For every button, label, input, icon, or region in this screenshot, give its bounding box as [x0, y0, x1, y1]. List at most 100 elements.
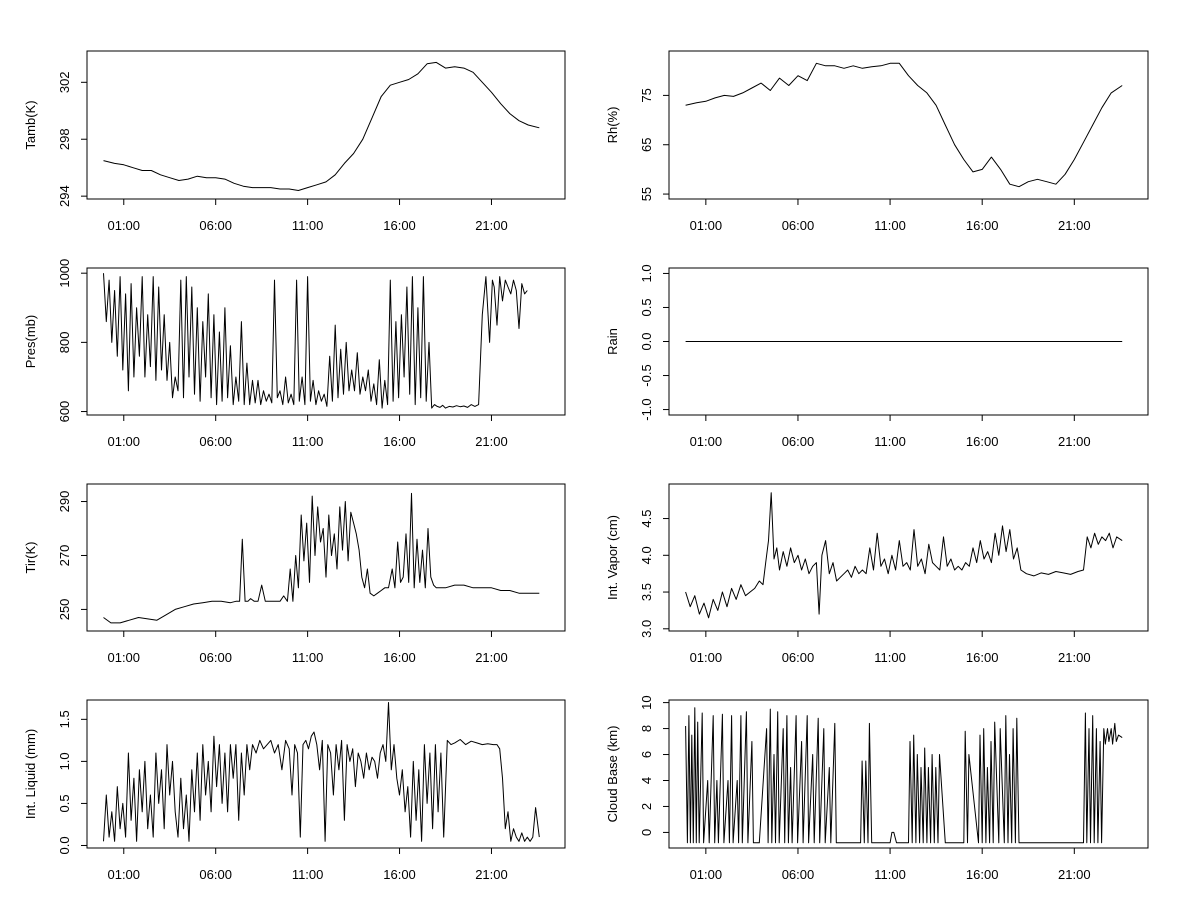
y-axis-label: Rain [605, 328, 620, 355]
panel-7: 01:00 06:00 11:00 16:00 21:00 0.0 0.5 1.0 1.5 Int… [23, 699, 566, 882]
x-tick-label: 16:00 [966, 867, 999, 882]
y-tick-label: 1.0 [57, 752, 72, 770]
y-tick-label: 2 [639, 803, 654, 810]
y-tick-label: 0.5 [639, 298, 654, 316]
x-tick-label: 11:00 [874, 434, 906, 449]
x-tick-label: 01:00 [690, 434, 723, 449]
x-tick-label: 01:00 [107, 434, 140, 449]
series-line [685, 707, 1123, 844]
y-tick-label: 10 [639, 695, 654, 709]
x-tick-label: 01:00 [107, 218, 140, 233]
x-tick-label: 11:00 [292, 650, 324, 665]
x-tick-label: 06:00 [782, 434, 815, 449]
panel-5: 01:00 06:00 11:00 16:00 21:00 250 270 290 Tir(K) [23, 483, 566, 665]
y-tick-label: 298 [57, 128, 72, 150]
x-tick-label: 11:00 [292, 218, 324, 233]
panel-8: 01:00 06:00 11:00 16:00 21:00 0 2 4 6 8 10 Cloud Ba… [605, 695, 1149, 882]
x-tick-label: 16:00 [383, 650, 416, 665]
plot-frame [86, 267, 566, 416]
y-axis-label: Tamb(K) [23, 100, 38, 149]
y-tick-label: 55 [639, 187, 654, 201]
x-tick-label: 06:00 [782, 867, 815, 882]
panel-3: 01:00 06:00 11:00 16:00 21:00 600 800 1000 Pres(… [23, 259, 566, 449]
plot-frame [86, 50, 566, 200]
x-tick-label: 21:00 [1058, 218, 1091, 233]
plot-frame [86, 699, 566, 849]
x-tick-label: 06:00 [199, 218, 232, 233]
y-tick-label: 302 [57, 71, 72, 93]
y-tick-label: 800 [57, 332, 72, 354]
plot-frame [668, 50, 1149, 200]
x-tick-label: 06:00 [782, 650, 815, 665]
x-tick-label: 21:00 [1058, 650, 1091, 665]
y-tick-label: 294 [57, 185, 72, 207]
x-tick-label: 21:00 [475, 867, 508, 882]
series-line [685, 492, 1123, 619]
x-tick-label: 11:00 [292, 434, 324, 449]
y-axis-label: Pres(mb) [23, 315, 38, 368]
y-tick-label: 1000 [57, 259, 72, 288]
y-tick-label: 6 [639, 751, 654, 758]
panel-4: 01:00 06:00 11:00 16:00 21:00 -1.0 -0.5 0.0 0.5 1… [605, 264, 1149, 449]
y-tick-label: 75 [639, 88, 654, 102]
y-tick-label: 4 [639, 777, 654, 784]
y-axis-label: Cloud Base (km) [605, 726, 620, 823]
x-tick-label: 11:00 [292, 867, 324, 882]
x-tick-label: 01:00 [107, 867, 140, 882]
y-tick-label: 0.5 [57, 794, 72, 812]
x-tick-label: 06:00 [199, 650, 232, 665]
x-tick-label: 21:00 [475, 434, 508, 449]
x-tick-label: 06:00 [199, 434, 232, 449]
y-axis-label: Tir(K) [23, 541, 38, 573]
x-tick-label: 21:00 [475, 650, 508, 665]
y-tick-label: 600 [57, 401, 72, 423]
panel-6: 01:00 06:00 11:00 16:00 21:00 3.0 3.5 4.0 4.5 Int… [605, 483, 1149, 665]
y-tick-label: 0.0 [639, 332, 654, 350]
y-tick-label: 0 [639, 829, 654, 836]
y-tick-label: 4.0 [639, 546, 654, 564]
x-tick-label: 06:00 [199, 867, 232, 882]
y-tick-label: 3.0 [639, 620, 654, 638]
plot-frame [668, 699, 1149, 849]
y-tick-label: 290 [57, 491, 72, 513]
panel-2: 01:00 06:00 11:00 16:00 21:00 55 65 75 Rh(%) [605, 50, 1149, 233]
x-tick-label: 21:00 [1058, 867, 1091, 882]
y-tick-label: 0.0 [57, 836, 72, 854]
y-tick-label: 8 [639, 725, 654, 732]
series-line [103, 492, 540, 624]
y-tick-label: 270 [57, 545, 72, 567]
series-line [685, 62, 1123, 188]
y-tick-label: 4.5 [639, 510, 654, 528]
x-tick-label: 01:00 [690, 650, 723, 665]
x-tick-label: 16:00 [383, 434, 416, 449]
x-tick-label: 16:00 [966, 650, 999, 665]
plot-frame [668, 483, 1149, 632]
y-tick-label: 1.0 [639, 264, 654, 282]
series-line [103, 61, 540, 191]
x-tick-label: 16:00 [966, 434, 999, 449]
x-tick-label: 16:00 [383, 867, 416, 882]
x-tick-label: 11:00 [874, 650, 906, 665]
panel-1: 01:00 06:00 11:00 16:00 21:00 294 298 302 Tamb(K… [23, 50, 566, 233]
x-tick-label: 11:00 [874, 867, 906, 882]
x-tick-label: 16:00 [383, 218, 416, 233]
plot-frame [86, 483, 566, 632]
y-axis-label: Rh(%) [605, 107, 620, 144]
y-tick-label: 3.5 [639, 583, 654, 601]
x-tick-label: 01:00 [107, 650, 140, 665]
x-tick-label: 16:00 [966, 218, 999, 233]
y-axis-label: Int. Vapor (cm) [605, 515, 620, 600]
y-tick-label: -0.5 [639, 364, 654, 386]
x-tick-label: 06:00 [782, 218, 815, 233]
series-line [103, 702, 540, 842]
y-tick-label: 65 [639, 137, 654, 151]
y-axis-label: Int. Liquid (mm) [23, 729, 38, 819]
series-line [103, 273, 528, 409]
x-tick-label: 11:00 [874, 218, 906, 233]
x-tick-label: 01:00 [690, 867, 723, 882]
x-tick-label: 21:00 [1058, 434, 1091, 449]
y-tick-label: -1.0 [639, 398, 654, 420]
y-tick-label: 1.5 [57, 710, 72, 728]
